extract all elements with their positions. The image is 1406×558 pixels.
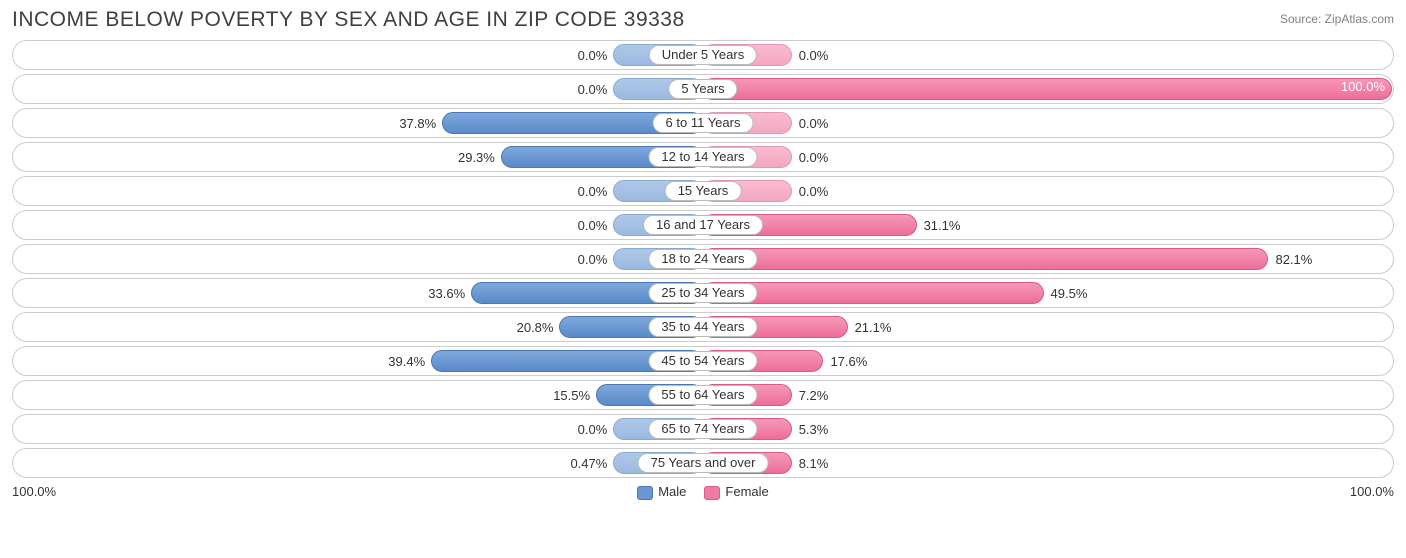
female-value-label: 0.0% <box>793 184 829 199</box>
chart-row: 0.0% 82.1% 18 to 24 Years <box>12 244 1394 274</box>
category-label: 18 to 24 Years <box>648 249 757 269</box>
category-label: Under 5 Years <box>649 45 757 65</box>
female-value-label: 21.1% <box>849 320 892 335</box>
chart-row: 0.47% 8.1% 75 Years and over <box>12 448 1394 478</box>
female-value-label: 5.3% <box>793 422 829 437</box>
female-bar: 100.0% <box>702 78 1392 100</box>
category-label: 12 to 14 Years <box>648 147 757 167</box>
female-value-label: 82.1% <box>1269 252 1312 267</box>
male-value-label: 37.8% <box>399 116 442 131</box>
category-label: 55 to 64 Years <box>648 385 757 405</box>
legend-female: Female <box>704 484 768 500</box>
chart-title: INCOME BELOW POVERTY BY SEX AND AGE IN Z… <box>12 8 685 32</box>
chart-row: 39.4% 17.6% 45 to 54 Years <box>12 346 1394 376</box>
female-value-label: 0.0% <box>793 48 829 63</box>
legend-male-label: Male <box>658 484 686 499</box>
category-label: 45 to 54 Years <box>648 351 757 371</box>
female-value-label: 49.5% <box>1045 286 1088 301</box>
male-value-label: 0.0% <box>578 48 614 63</box>
male-value-label: 20.8% <box>517 320 560 335</box>
female-value-label: 31.1% <box>918 218 961 233</box>
chart-row: 0.0% 0.0% Under 5 Years <box>12 40 1394 70</box>
chart-row: 0.0% 5.3% 65 to 74 Years <box>12 414 1394 444</box>
female-value-label: 100.0% <box>1341 79 1385 94</box>
category-label: 5 Years <box>668 79 737 99</box>
male-value-label: 15.5% <box>553 388 596 403</box>
male-value-label: 0.47% <box>570 456 613 471</box>
category-label: 65 to 74 Years <box>648 419 757 439</box>
male-value-label: 33.6% <box>428 286 471 301</box>
category-label: 15 Years <box>665 181 742 201</box>
female-value-label: 8.1% <box>793 456 829 471</box>
legend-female-label: Female <box>725 484 768 499</box>
male-value-label: 0.0% <box>578 82 614 97</box>
female-bar <box>702 248 1268 270</box>
legend-male: Male <box>637 484 686 500</box>
male-value-label: 0.0% <box>578 218 614 233</box>
category-label: 25 to 34 Years <box>648 283 757 303</box>
category-label: 35 to 44 Years <box>648 317 757 337</box>
chart-footer: 100.0% Male Female 100.0% <box>12 484 1394 500</box>
legend: Male Female <box>637 484 769 500</box>
female-swatch-icon <box>704 486 720 500</box>
female-value-label: 0.0% <box>793 150 829 165</box>
male-value-label: 0.0% <box>578 252 614 267</box>
male-value-label: 0.0% <box>578 422 614 437</box>
category-label: 6 to 11 Years <box>653 113 754 133</box>
chart-row: 20.8% 21.1% 35 to 44 Years <box>12 312 1394 342</box>
male-value-label: 39.4% <box>388 354 431 369</box>
chart-row: 37.8% 0.0% 6 to 11 Years <box>12 108 1394 138</box>
chart-row: 0.0% 31.1% 16 and 17 Years <box>12 210 1394 240</box>
source-attribution: Source: ZipAtlas.com <box>1280 8 1394 26</box>
female-value-label: 0.0% <box>793 116 829 131</box>
diverging-bar-chart: 0.0% 0.0% Under 5 Years 0.0% 100.0% 5 Years 37… <box>12 40 1394 478</box>
chart-row: 0.0% 100.0% 5 Years <box>12 74 1394 104</box>
chart-row: 29.3% 0.0% 12 to 14 Years <box>12 142 1394 172</box>
chart-row: 15.5% 7.2% 55 to 64 Years <box>12 380 1394 410</box>
male-value-label: 29.3% <box>458 150 501 165</box>
male-value-label: 0.0% <box>578 184 614 199</box>
female-value-label: 17.6% <box>824 354 867 369</box>
category-label: 75 Years and over <box>638 453 769 473</box>
chart-row: 0.0% 0.0% 15 Years <box>12 176 1394 206</box>
chart-row: 33.6% 49.5% 25 to 34 Years <box>12 278 1394 308</box>
axis-right-max: 100.0% <box>1350 484 1394 499</box>
chart-container: INCOME BELOW POVERTY BY SEX AND AGE IN Z… <box>0 0 1406 508</box>
header: INCOME BELOW POVERTY BY SEX AND AGE IN Z… <box>12 8 1394 32</box>
male-swatch-icon <box>637 486 653 500</box>
female-value-label: 7.2% <box>793 388 829 403</box>
category-label: 16 and 17 Years <box>643 215 763 235</box>
axis-left-max: 100.0% <box>12 484 56 499</box>
